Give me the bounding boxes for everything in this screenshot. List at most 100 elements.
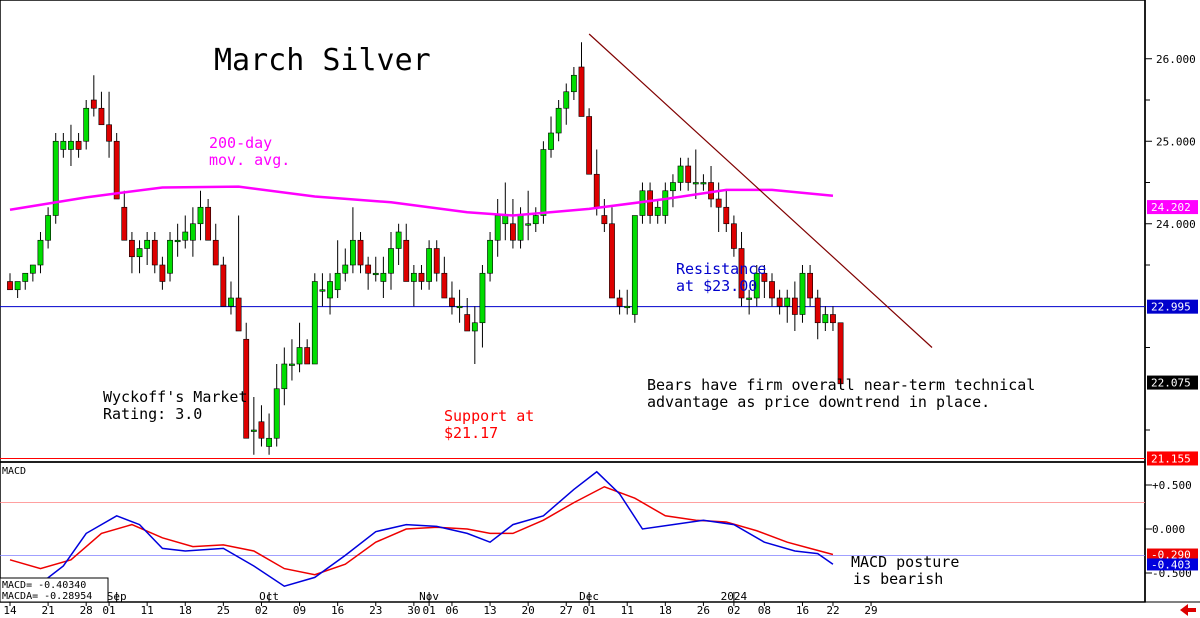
candle xyxy=(647,182,653,224)
candle-body xyxy=(281,363,288,390)
price-tag-box xyxy=(1147,200,1198,215)
month-label: Nov xyxy=(419,590,439,603)
candlestick-series xyxy=(7,42,844,455)
macd-value-tags: -0.290-0.403 xyxy=(1147,548,1198,571)
candle xyxy=(532,207,539,232)
candle xyxy=(784,289,791,323)
candle xyxy=(45,207,51,249)
candle xyxy=(296,322,303,373)
candle-body xyxy=(22,272,29,282)
candle-body xyxy=(342,264,349,274)
candle xyxy=(7,273,13,291)
candle-body xyxy=(723,206,730,225)
date-tick-label: 20 xyxy=(522,604,535,617)
candle-body xyxy=(14,281,21,291)
candle xyxy=(220,256,227,307)
candle-body xyxy=(715,198,722,208)
scroll-right-arrow-icon[interactable] xyxy=(1180,604,1196,616)
month-label: Oct xyxy=(259,590,279,603)
macd-title: MACD xyxy=(2,466,26,477)
macd-legend-box xyxy=(0,577,109,603)
price-tag-box xyxy=(1147,375,1198,390)
date-tick-label: 14 xyxy=(3,604,17,617)
candle-body xyxy=(517,215,524,241)
candle xyxy=(327,273,333,315)
candle-body xyxy=(791,297,798,315)
candle-body xyxy=(83,107,90,142)
candle xyxy=(189,207,196,257)
price-tag-box xyxy=(1147,299,1198,314)
date-tick-label: 06 xyxy=(445,604,458,617)
candle xyxy=(692,149,699,199)
candle-body xyxy=(525,223,532,226)
macd-tag-label: -0.290 xyxy=(1151,549,1191,562)
candle xyxy=(29,264,36,282)
candle xyxy=(441,256,448,299)
candle xyxy=(776,289,783,315)
candle xyxy=(388,232,394,290)
candle xyxy=(494,199,501,257)
candle-body xyxy=(98,107,105,126)
month-label: Dec xyxy=(579,590,599,603)
date-tick-label: 02 xyxy=(255,604,268,617)
month-label: 2024 xyxy=(721,590,748,603)
date-tick-label: 28 xyxy=(80,604,93,617)
macd-legend-macda: MACDA= -0.28954 xyxy=(2,591,92,602)
candle xyxy=(479,265,486,348)
candle xyxy=(814,289,821,340)
candle xyxy=(205,199,212,241)
candle xyxy=(228,281,234,315)
date-axis: 14 21 28 01 11 18 25 02 09 16 23 30 01 06 13 20 27 01 11 18… xyxy=(3,602,878,617)
candle-body xyxy=(304,347,311,365)
candle-body xyxy=(563,91,570,109)
candle xyxy=(426,240,432,290)
candle xyxy=(456,289,463,323)
candle xyxy=(609,207,615,299)
candle-body xyxy=(433,248,440,274)
candle xyxy=(837,322,844,389)
candle-body xyxy=(212,239,219,266)
candle xyxy=(685,157,692,191)
candle-body xyxy=(365,264,372,274)
candle-body xyxy=(174,239,181,243)
candle xyxy=(670,174,676,208)
candle-body xyxy=(502,215,509,225)
price-tag-box xyxy=(1147,451,1198,466)
candle xyxy=(106,91,112,158)
candle-body xyxy=(380,272,387,282)
candle xyxy=(90,75,97,117)
date-tick-label: 21 xyxy=(41,604,54,617)
candle-body xyxy=(814,297,821,324)
candle-body xyxy=(75,140,82,150)
candle xyxy=(624,289,631,315)
macd-tag-box xyxy=(1147,548,1198,561)
candle xyxy=(753,265,760,307)
price-tag-label: 22.075 xyxy=(1151,377,1191,390)
candle-body xyxy=(90,99,97,109)
date-tick-label: 09 xyxy=(293,604,306,617)
candle-body xyxy=(296,347,303,365)
candle xyxy=(182,215,189,249)
candle-body xyxy=(456,305,463,309)
candle xyxy=(75,133,82,158)
candle-body xyxy=(45,215,51,241)
candle-body xyxy=(548,132,554,150)
candle xyxy=(631,215,638,323)
candle xyxy=(98,91,105,126)
candle-body xyxy=(441,272,448,299)
candle xyxy=(365,256,372,290)
candle-body xyxy=(677,165,684,183)
candle xyxy=(471,306,478,364)
candle-body xyxy=(532,215,539,225)
candle xyxy=(136,240,143,274)
candle-body xyxy=(29,264,36,274)
candle xyxy=(410,265,417,307)
candle-body xyxy=(586,116,593,175)
candle-body xyxy=(449,297,455,307)
date-tick-label: 11 xyxy=(621,604,634,617)
candle-body xyxy=(60,140,67,150)
candle-body xyxy=(136,248,143,258)
candle-body xyxy=(327,281,333,299)
candle xyxy=(791,281,798,331)
candle xyxy=(197,190,204,241)
